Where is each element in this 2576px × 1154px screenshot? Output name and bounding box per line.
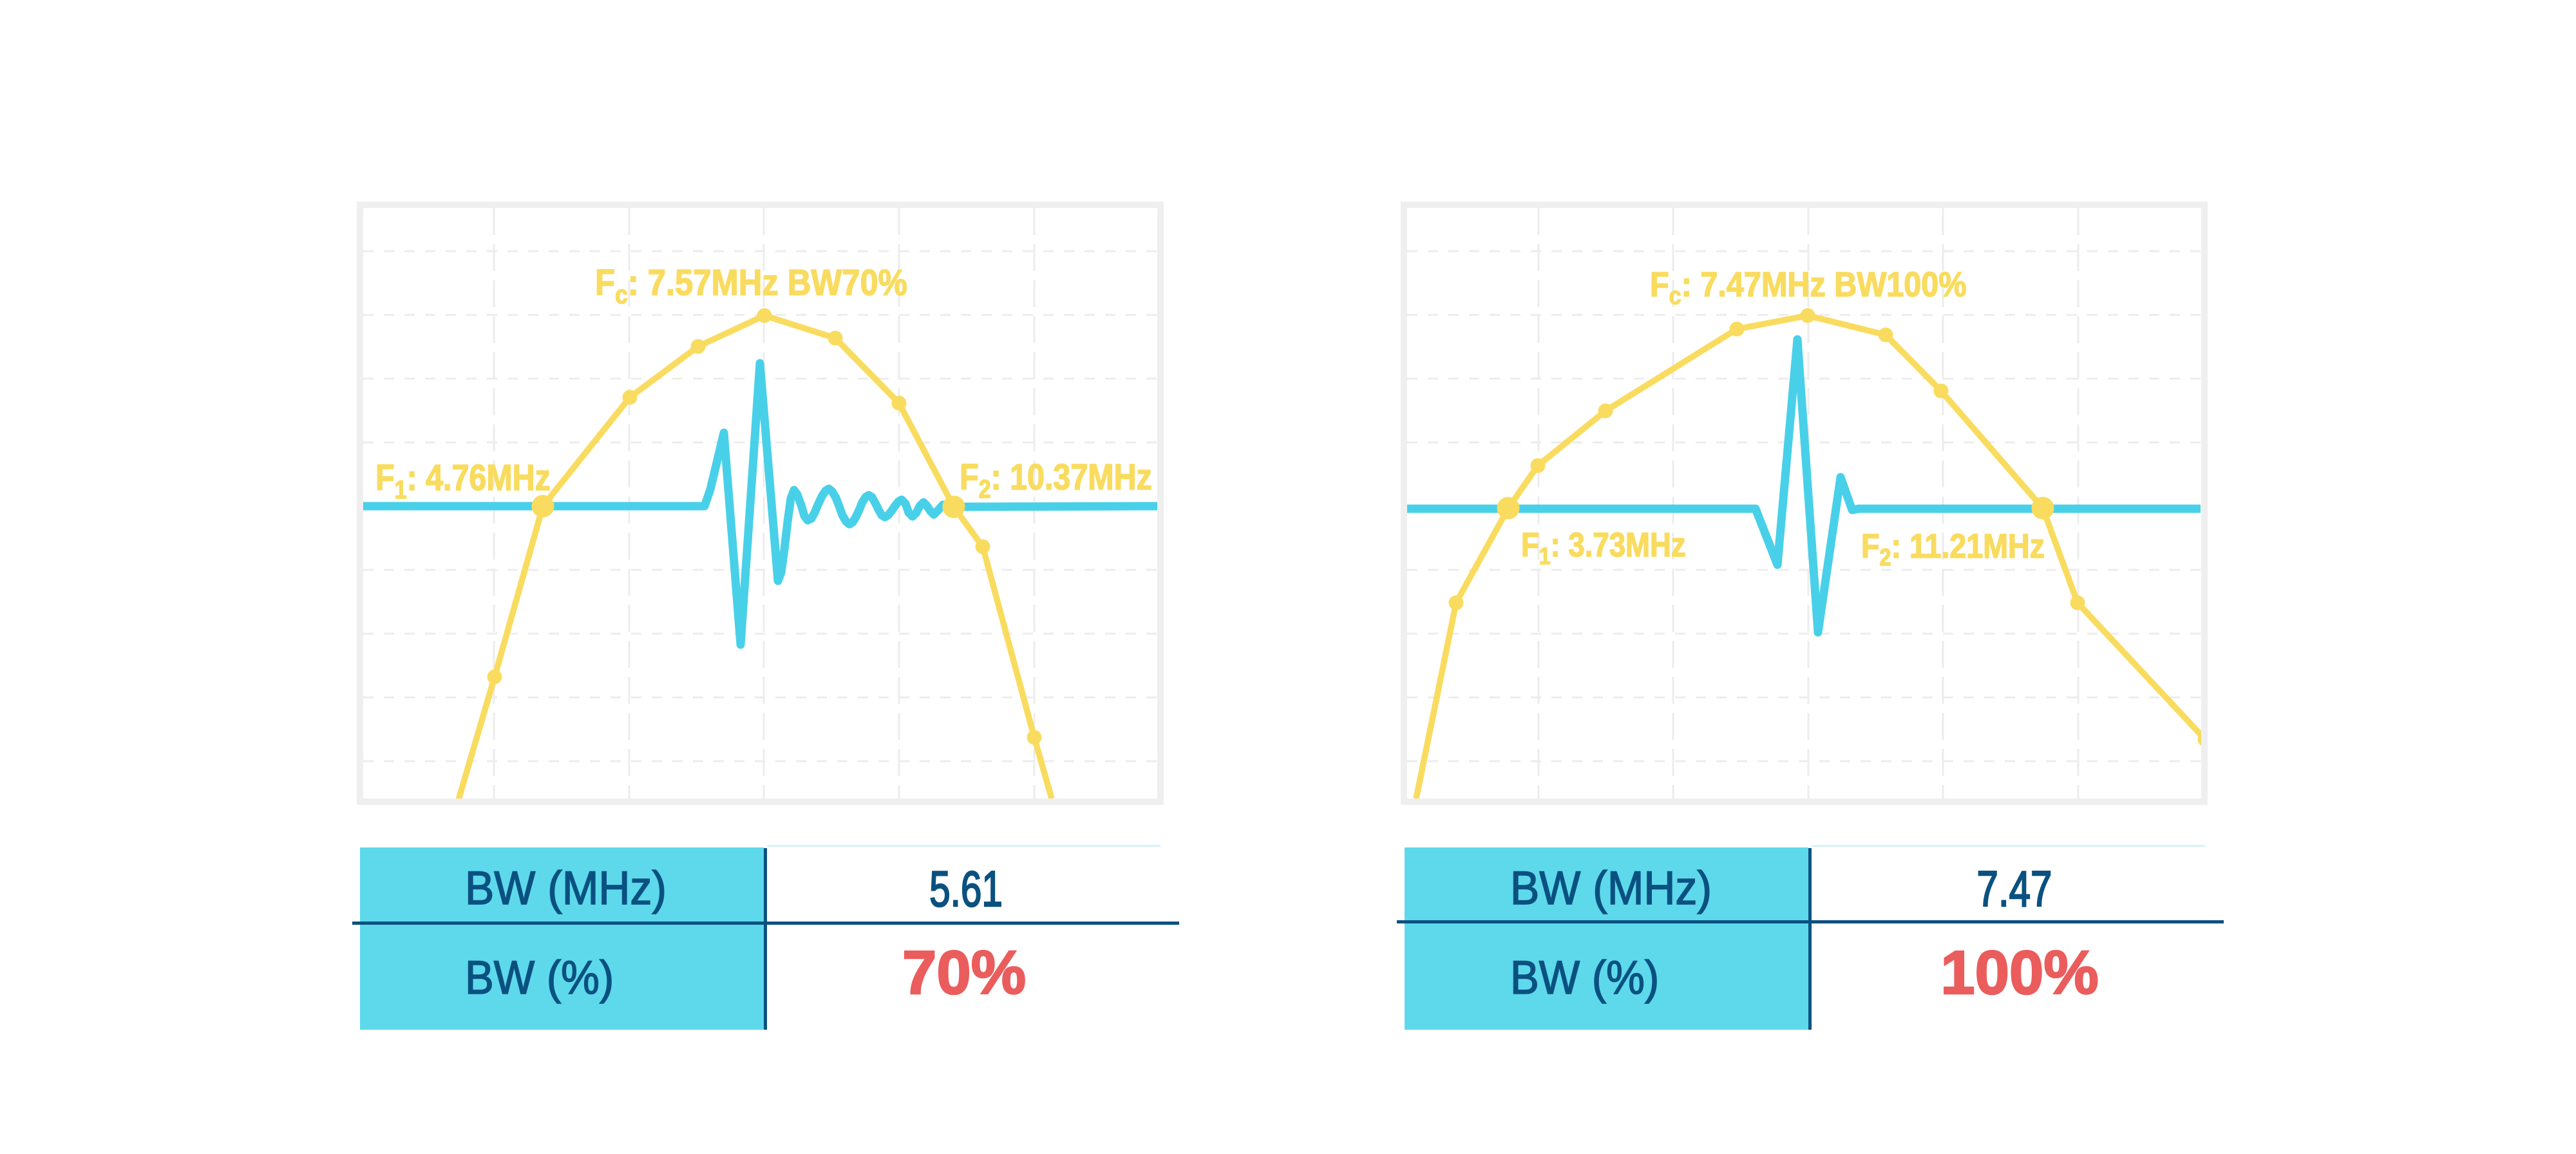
svg-text:100%: 100%: [1940, 938, 2099, 1007]
svg-text:BW (%): BW (%): [1510, 951, 1659, 1003]
svg-text:F2: 11.21MHz: F2: 11.21MHz: [1861, 527, 2045, 571]
svg-text:F1: 4.76MHz: F1: 4.76MHz: [375, 457, 551, 504]
svg-text:5.61: 5.61: [929, 861, 1003, 917]
svg-text:BW (MHz): BW (MHz): [1510, 862, 1712, 914]
svg-text:F2: 10.37MHz: F2: 10.37MHz: [960, 457, 1152, 503]
svg-text:BW (MHz): BW (MHz): [465, 862, 667, 914]
svg-text:F1: 3.73MHz: F1: 3.73MHz: [1521, 526, 1686, 570]
svg-text:BW (%): BW (%): [465, 951, 614, 1003]
svg-text:Fc: 7.47MHz BW100%: Fc: 7.47MHz BW100%: [1650, 265, 1967, 310]
svg-text:7.47: 7.47: [1977, 860, 2052, 916]
svg-text:Fc: 7.57MHz BW70%: Fc: 7.57MHz BW70%: [595, 262, 907, 309]
svg-text:70%: 70%: [902, 938, 1026, 1007]
